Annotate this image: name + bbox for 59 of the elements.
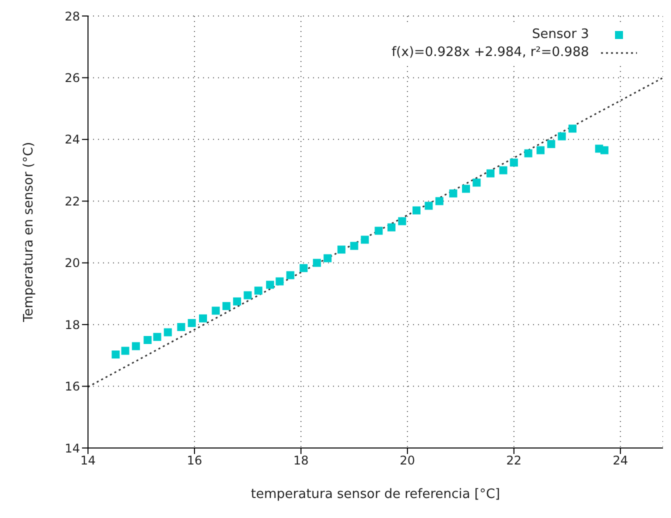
point (547, 140, 556, 148)
point (374, 226, 383, 235)
point (424, 202, 433, 210)
x-axis-title: temperatura sensor de referencia [°C] (250, 487, 500, 502)
point (199, 314, 207, 322)
point (449, 189, 458, 198)
point (387, 223, 396, 232)
point (462, 184, 470, 193)
legend-label: f(x)=0.928x +2.984, r²=0.988 (392, 44, 589, 62)
x-tick-label: 14 (80, 454, 96, 468)
legend-label: Sensor 3 (532, 26, 589, 44)
point (510, 158, 518, 167)
point (164, 328, 172, 336)
point (472, 178, 481, 187)
point (222, 302, 230, 310)
point (144, 336, 152, 344)
point (558, 132, 566, 140)
y-tick-label: 18 (64, 318, 80, 332)
y-tick-label: 26 (64, 70, 80, 85)
point (188, 319, 196, 328)
point (435, 197, 444, 206)
point (312, 258, 321, 267)
point (568, 124, 576, 133)
point (360, 236, 369, 244)
point (412, 206, 420, 214)
point (524, 149, 532, 158)
point (112, 350, 120, 359)
y-tick-label: 28 (64, 9, 80, 24)
x-tick-label: 24 (612, 454, 628, 468)
x-tick-label: 22 (506, 454, 522, 468)
y-tick-label: 16 (64, 380, 80, 394)
point (499, 166, 508, 174)
point (153, 332, 162, 341)
y-tick-label: 20 (64, 256, 80, 270)
point (324, 254, 332, 262)
point (212, 306, 220, 315)
point (300, 264, 308, 272)
point (177, 323, 186, 332)
point (233, 297, 242, 306)
point (266, 280, 274, 289)
point (337, 246, 346, 254)
point (398, 217, 406, 226)
point (286, 271, 294, 280)
point (276, 277, 284, 286)
point (536, 146, 545, 154)
y-tick-label: 24 (64, 132, 80, 147)
point (350, 242, 358, 250)
x-tick-label: 16 (186, 454, 202, 468)
x-tick-label: 20 (400, 454, 416, 468)
point (600, 146, 608, 154)
y-tick-label: 14 (64, 441, 80, 456)
point (254, 286, 262, 295)
y-tick-label: 22 (64, 194, 80, 208)
point (244, 291, 252, 300)
point (486, 169, 494, 178)
x-tick-label: 18 (293, 454, 309, 468)
point (132, 342, 140, 350)
y-axis-title: Temperatura en sensor (°C) (22, 142, 37, 324)
point (121, 346, 130, 355)
